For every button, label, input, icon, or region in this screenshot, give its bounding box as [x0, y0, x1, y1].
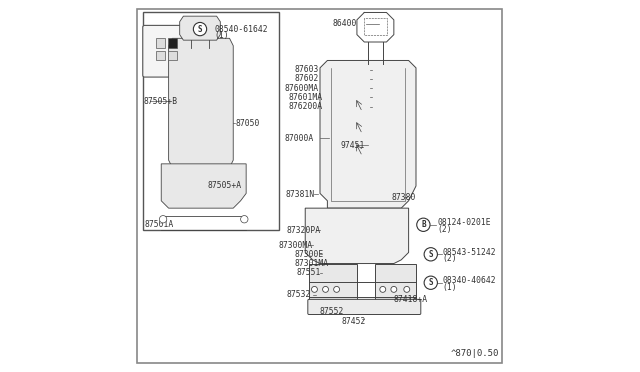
- Polygon shape: [305, 208, 408, 263]
- Polygon shape: [168, 38, 233, 175]
- Text: (1): (1): [215, 31, 229, 40]
- Text: 87602: 87602: [294, 74, 319, 83]
- Text: 08124-0201E: 08124-0201E: [437, 218, 491, 227]
- Text: 97451: 97451: [340, 141, 365, 150]
- Circle shape: [159, 215, 167, 223]
- Text: (1): (1): [443, 283, 457, 292]
- Polygon shape: [320, 61, 416, 208]
- Text: 08543-51242: 08543-51242: [443, 248, 496, 257]
- Circle shape: [424, 276, 437, 289]
- Polygon shape: [309, 263, 357, 304]
- Text: 87301MA: 87301MA: [294, 259, 328, 268]
- Text: 87000A: 87000A: [285, 134, 314, 142]
- Circle shape: [424, 248, 437, 261]
- Text: 08340-40642: 08340-40642: [443, 276, 496, 285]
- Text: 87452: 87452: [341, 317, 366, 326]
- Polygon shape: [376, 263, 416, 304]
- Text: 87300E: 87300E: [294, 250, 323, 259]
- Circle shape: [312, 286, 317, 292]
- Text: 87505+B: 87505+B: [143, 97, 178, 106]
- Text: S: S: [428, 278, 433, 287]
- Text: 87532: 87532: [286, 291, 310, 299]
- Circle shape: [404, 286, 410, 292]
- Text: 87381N: 87381N: [285, 190, 315, 199]
- FancyBboxPatch shape: [308, 299, 420, 314]
- Text: 87418+A: 87418+A: [394, 295, 428, 304]
- Circle shape: [333, 286, 340, 292]
- Circle shape: [323, 286, 328, 292]
- Text: 876200A: 876200A: [289, 102, 323, 111]
- Text: S: S: [198, 25, 202, 33]
- Polygon shape: [180, 16, 220, 40]
- FancyBboxPatch shape: [143, 13, 280, 230]
- Circle shape: [193, 22, 207, 36]
- Text: 87380: 87380: [392, 193, 417, 202]
- Text: 87551: 87551: [296, 268, 321, 277]
- Polygon shape: [161, 164, 246, 208]
- Text: 08540-61642: 08540-61642: [215, 25, 268, 33]
- FancyBboxPatch shape: [137, 9, 502, 363]
- Text: 87501A: 87501A: [145, 220, 174, 229]
- Text: 87601MA: 87601MA: [289, 93, 323, 102]
- Text: 87505+A: 87505+A: [207, 182, 241, 190]
- Text: 87320PA: 87320PA: [287, 226, 321, 235]
- Text: 87600MA: 87600MA: [285, 84, 319, 93]
- Text: B: B: [421, 220, 426, 229]
- Circle shape: [417, 218, 430, 231]
- Text: 87603: 87603: [294, 65, 319, 74]
- Circle shape: [380, 286, 386, 292]
- Text: ^870|0.50: ^870|0.50: [451, 350, 499, 359]
- Text: (2): (2): [443, 254, 457, 263]
- FancyBboxPatch shape: [143, 25, 191, 77]
- Text: 87050: 87050: [236, 119, 260, 128]
- Bar: [156, 51, 165, 61]
- Text: 86400: 86400: [333, 19, 357, 28]
- Bar: [168, 38, 177, 48]
- Text: 87552: 87552: [320, 307, 344, 316]
- Circle shape: [391, 286, 397, 292]
- Bar: [156, 38, 165, 48]
- Text: 87300MA: 87300MA: [278, 241, 312, 250]
- Bar: [168, 51, 177, 61]
- Text: S: S: [428, 250, 433, 259]
- Text: (2): (2): [437, 225, 452, 234]
- Circle shape: [241, 215, 248, 223]
